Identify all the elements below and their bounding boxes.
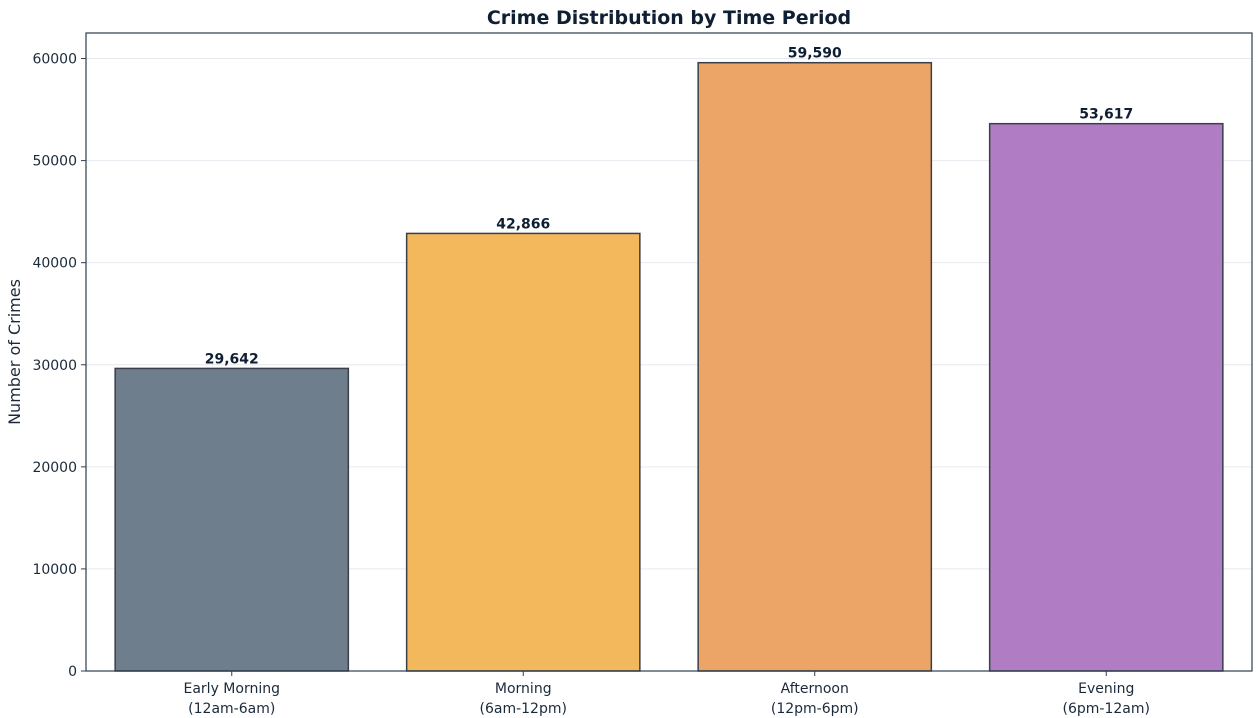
y-tick-label: 60000 (32, 52, 77, 68)
data-label: 59,590 (788, 46, 842, 62)
x-tick-label: (12am-6am) (188, 701, 275, 717)
y-tick-label: 30000 (32, 358, 77, 374)
y-axis-ticks: 0 10000 20000 30000 40000 50000 60000 (32, 52, 86, 680)
bar (697, 61, 933, 672)
y-tick-label: 20000 (32, 460, 77, 476)
x-tick-label: Early Morning (184, 681, 280, 697)
chart-title: Crime Distribution by Time Period (487, 7, 851, 29)
y-tick-label: 10000 (32, 562, 77, 578)
bar (114, 367, 350, 672)
bar (988, 122, 1224, 672)
y-axis-title: Number of Crimes (5, 279, 24, 425)
bars (114, 61, 1224, 672)
x-tick-label: (6am-12pm) (480, 701, 567, 717)
x-tick-label: (12pm-6pm) (771, 701, 859, 717)
x-tick-label: Afternoon (781, 681, 849, 697)
y-tick-label: 40000 (32, 256, 77, 272)
x-axis-ticks: Early Morning (12am-6am) Morning (6am-12pm)… (184, 671, 1150, 717)
x-tick-label: Morning (495, 681, 552, 697)
data-labels: 29,642 42,866 59,590 53,617 (205, 46, 1134, 368)
data-label: 42,866 (496, 216, 550, 232)
y-tick-label: 0 (68, 664, 77, 680)
x-tick-label: Evening (1078, 681, 1134, 697)
data-label: 53,617 (1079, 107, 1133, 123)
y-tick-label: 50000 (32, 154, 77, 170)
plot-frame (85, 32, 1253, 672)
data-label: 29,642 (205, 351, 259, 367)
x-tick-label: (6pm-12am) (1063, 701, 1150, 717)
bar (405, 232, 641, 672)
